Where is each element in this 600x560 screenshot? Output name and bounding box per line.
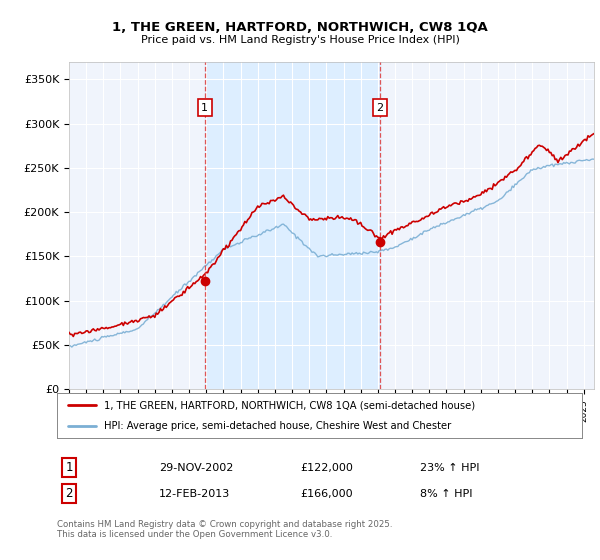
Text: 23% ↑ HPI: 23% ↑ HPI <box>420 463 479 473</box>
Text: Price paid vs. HM Land Registry's House Price Index (HPI): Price paid vs. HM Land Registry's House … <box>140 35 460 45</box>
Text: 2: 2 <box>376 102 383 113</box>
Text: £166,000: £166,000 <box>300 489 353 499</box>
Text: 12-FEB-2013: 12-FEB-2013 <box>159 489 230 499</box>
Text: 2: 2 <box>65 487 73 501</box>
Text: Contains HM Land Registry data © Crown copyright and database right 2025.
This d: Contains HM Land Registry data © Crown c… <box>57 520 392 539</box>
Text: 1, THE GREEN, HARTFORD, NORTHWICH, CW8 1QA (semi-detached house): 1, THE GREEN, HARTFORD, NORTHWICH, CW8 1… <box>104 400 475 410</box>
Text: HPI: Average price, semi-detached house, Cheshire West and Chester: HPI: Average price, semi-detached house,… <box>104 421 452 431</box>
Text: 1, THE GREEN, HARTFORD, NORTHWICH, CW8 1QA: 1, THE GREEN, HARTFORD, NORTHWICH, CW8 1… <box>112 21 488 34</box>
Text: 29-NOV-2002: 29-NOV-2002 <box>159 463 233 473</box>
Bar <box>205 62 380 389</box>
Text: 8% ↑ HPI: 8% ↑ HPI <box>420 489 473 499</box>
Text: 1: 1 <box>65 461 73 474</box>
Text: 1: 1 <box>202 102 208 113</box>
Text: £122,000: £122,000 <box>300 463 353 473</box>
